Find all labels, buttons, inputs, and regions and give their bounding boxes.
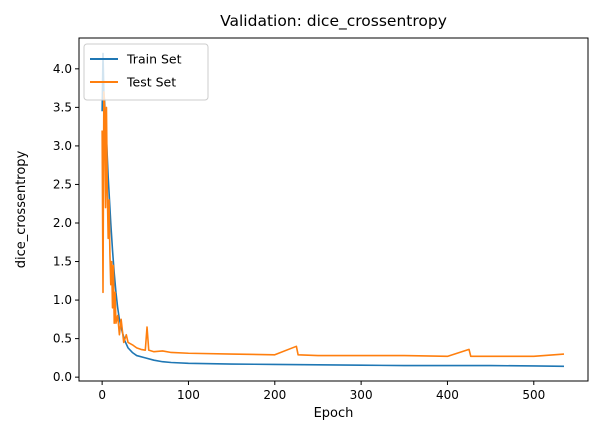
chart-title: Validation: dice_crossentropy — [220, 12, 447, 31]
x-axis-label: Epoch — [314, 406, 354, 421]
y-tick-label: 3.5 — [53, 100, 72, 114]
x-tick-label: 500 — [522, 388, 545, 402]
plot-area — [101, 52, 565, 368]
y-tick-label: 4.0 — [53, 62, 72, 76]
legend-label-train-set: Train Set — [126, 52, 182, 67]
y-tick-label: 2.0 — [53, 216, 72, 230]
x-tick-label: 400 — [436, 388, 459, 402]
y-tick-label: 1.5 — [53, 255, 72, 269]
y-tick-label: 1.0 — [53, 293, 72, 307]
y-axis: 0.0 0.5 1.0 1.5 2.0 2.5 3.0 3.5 4.0 — [53, 62, 79, 384]
y-tick-label: 2.5 — [53, 177, 72, 191]
x-tick-label: 100 — [177, 388, 200, 402]
x-tick-label: 300 — [350, 388, 373, 402]
legend-label-test-set: Test Set — [126, 75, 176, 90]
y-tick-label: 3.0 — [53, 139, 72, 153]
x-axis: 0 100 200 300 400 500 — [98, 381, 545, 402]
plot-frame — [78, 37, 589, 382]
x-tick-label: 0 — [98, 388, 106, 402]
x-tick-label: 200 — [263, 388, 286, 402]
y-axis-label: dice_crossentropy — [14, 150, 29, 268]
y-tick-label: 0.5 — [53, 332, 72, 346]
series-line-test-set — [101, 91, 565, 358]
y-tick-label: 0.0 — [53, 370, 72, 384]
legend: Train Set Test Set — [83, 43, 209, 101]
